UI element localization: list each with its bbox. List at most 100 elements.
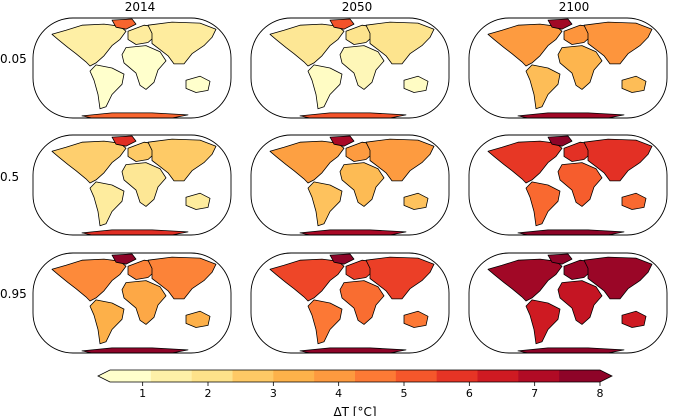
south-america-landmass [89,181,125,227]
greenland-landmass [329,253,355,265]
map-frame [250,134,450,236]
map-panel-2014-q0.05 [32,17,232,119]
antarctica-landmass [81,347,189,353]
colorbar-segment [355,370,397,382]
asia-landmass [365,256,435,300]
map-panel-2014-q0.5 [32,134,232,236]
map-frame [32,134,232,236]
colorbar-tick-label: 4 [335,387,342,400]
north-america-landmass [487,23,563,67]
map-frame [250,252,450,354]
colorbar-segment [273,370,315,382]
colorbar-segment [232,370,274,382]
greenland-landmass [547,253,573,265]
south-america-landmass [307,299,343,345]
world-map [468,252,668,354]
map-panel-2100-q0.95 [468,252,668,354]
greenland-landmass [111,135,137,147]
world-map [250,134,450,236]
north-america-landmass [269,23,345,67]
asia-landmass [147,138,217,182]
antarctica-landmass [517,229,625,235]
colorbar-outline [97,369,613,383]
south-america-landmass [525,299,561,345]
africa-landmass [557,162,603,207]
map-frame [250,17,450,119]
colorbar-segment [559,370,601,382]
colorbar-label: ΔT [°C] [333,405,376,416]
greenland-landmass [329,135,355,147]
greenland-landmass [547,135,573,147]
map-panel-2050-q0.95 [250,252,450,354]
colorbar-tick-label: 5 [401,387,408,400]
colorbar-segment [436,370,478,382]
south-america-landmass [307,64,343,110]
australia-landmass [185,192,211,210]
colorbar-segment [395,370,438,382]
colorbar-tick-label: 1 [139,387,146,400]
colorbar-segment [110,370,152,382]
north-america-landmass [51,258,127,302]
colorbar-segment [191,370,233,382]
colorbar-segment [518,370,560,382]
row-label-0.5: 0.5 [0,170,20,184]
world-map [250,252,450,354]
world-map [468,17,668,119]
world-map [468,134,668,236]
antarctica-landmass [299,347,407,353]
antarctica-landmass [81,112,189,118]
africa-landmass [121,45,167,90]
greenland-landmass [111,253,137,265]
colorbar-tick-label: 3 [270,387,277,400]
north-america-landmass [487,140,563,184]
africa-landmass [339,162,385,207]
colorbar-tick-label: 6 [466,387,473,400]
africa-landmass [121,162,167,207]
north-america-landmass [269,258,345,302]
map-panel-2100-q0.05 [468,17,668,119]
row-label-0.05: 0.05 [0,52,27,66]
map-frame [468,134,668,236]
asia-landmass [583,138,653,182]
colorbar-segment [477,370,519,382]
world-map [32,134,232,236]
map-panel-2050-q0.5 [250,134,450,236]
antarctica-landmass [517,347,625,353]
map-panel-2100-q0.5 [468,134,668,236]
asia-landmass [365,21,435,65]
map-frame [32,17,232,119]
map-frame [468,17,668,119]
south-america-landmass [89,299,125,345]
south-america-landmass [307,181,343,227]
antarctica-landmass [81,229,189,235]
asia-landmass [147,256,217,300]
australia-landmass [403,310,429,328]
colorbar-tick-label: 8 [597,387,604,400]
south-america-landmass [525,64,561,110]
australia-landmass [185,75,211,93]
africa-landmass [339,45,385,90]
column-title-2050: 2050 [341,0,373,14]
row-label-0.95: 0.95 [0,287,27,301]
world-map [32,252,232,354]
asia-landmass [583,21,653,65]
south-america-landmass [89,64,125,110]
australia-landmass [621,75,647,93]
antarctica-landmass [299,112,407,118]
asia-landmass [583,256,653,300]
column-title-2100: 2100 [558,0,590,14]
north-america-landmass [51,140,127,184]
column-title-2014: 2014 [124,0,156,14]
map-frame [32,252,232,354]
colorbar-segment [314,370,356,382]
antarctica-landmass [517,112,625,118]
colorbar-tick-label: 7 [531,387,538,400]
africa-landmass [557,280,603,325]
antarctica-landmass [299,229,407,235]
australia-landmass [621,192,647,210]
greenland-landmass [329,18,355,30]
australia-landmass [185,310,211,328]
map-panel-2014-q0.95 [32,252,232,354]
world-map [250,17,450,119]
greenland-landmass [547,18,573,30]
